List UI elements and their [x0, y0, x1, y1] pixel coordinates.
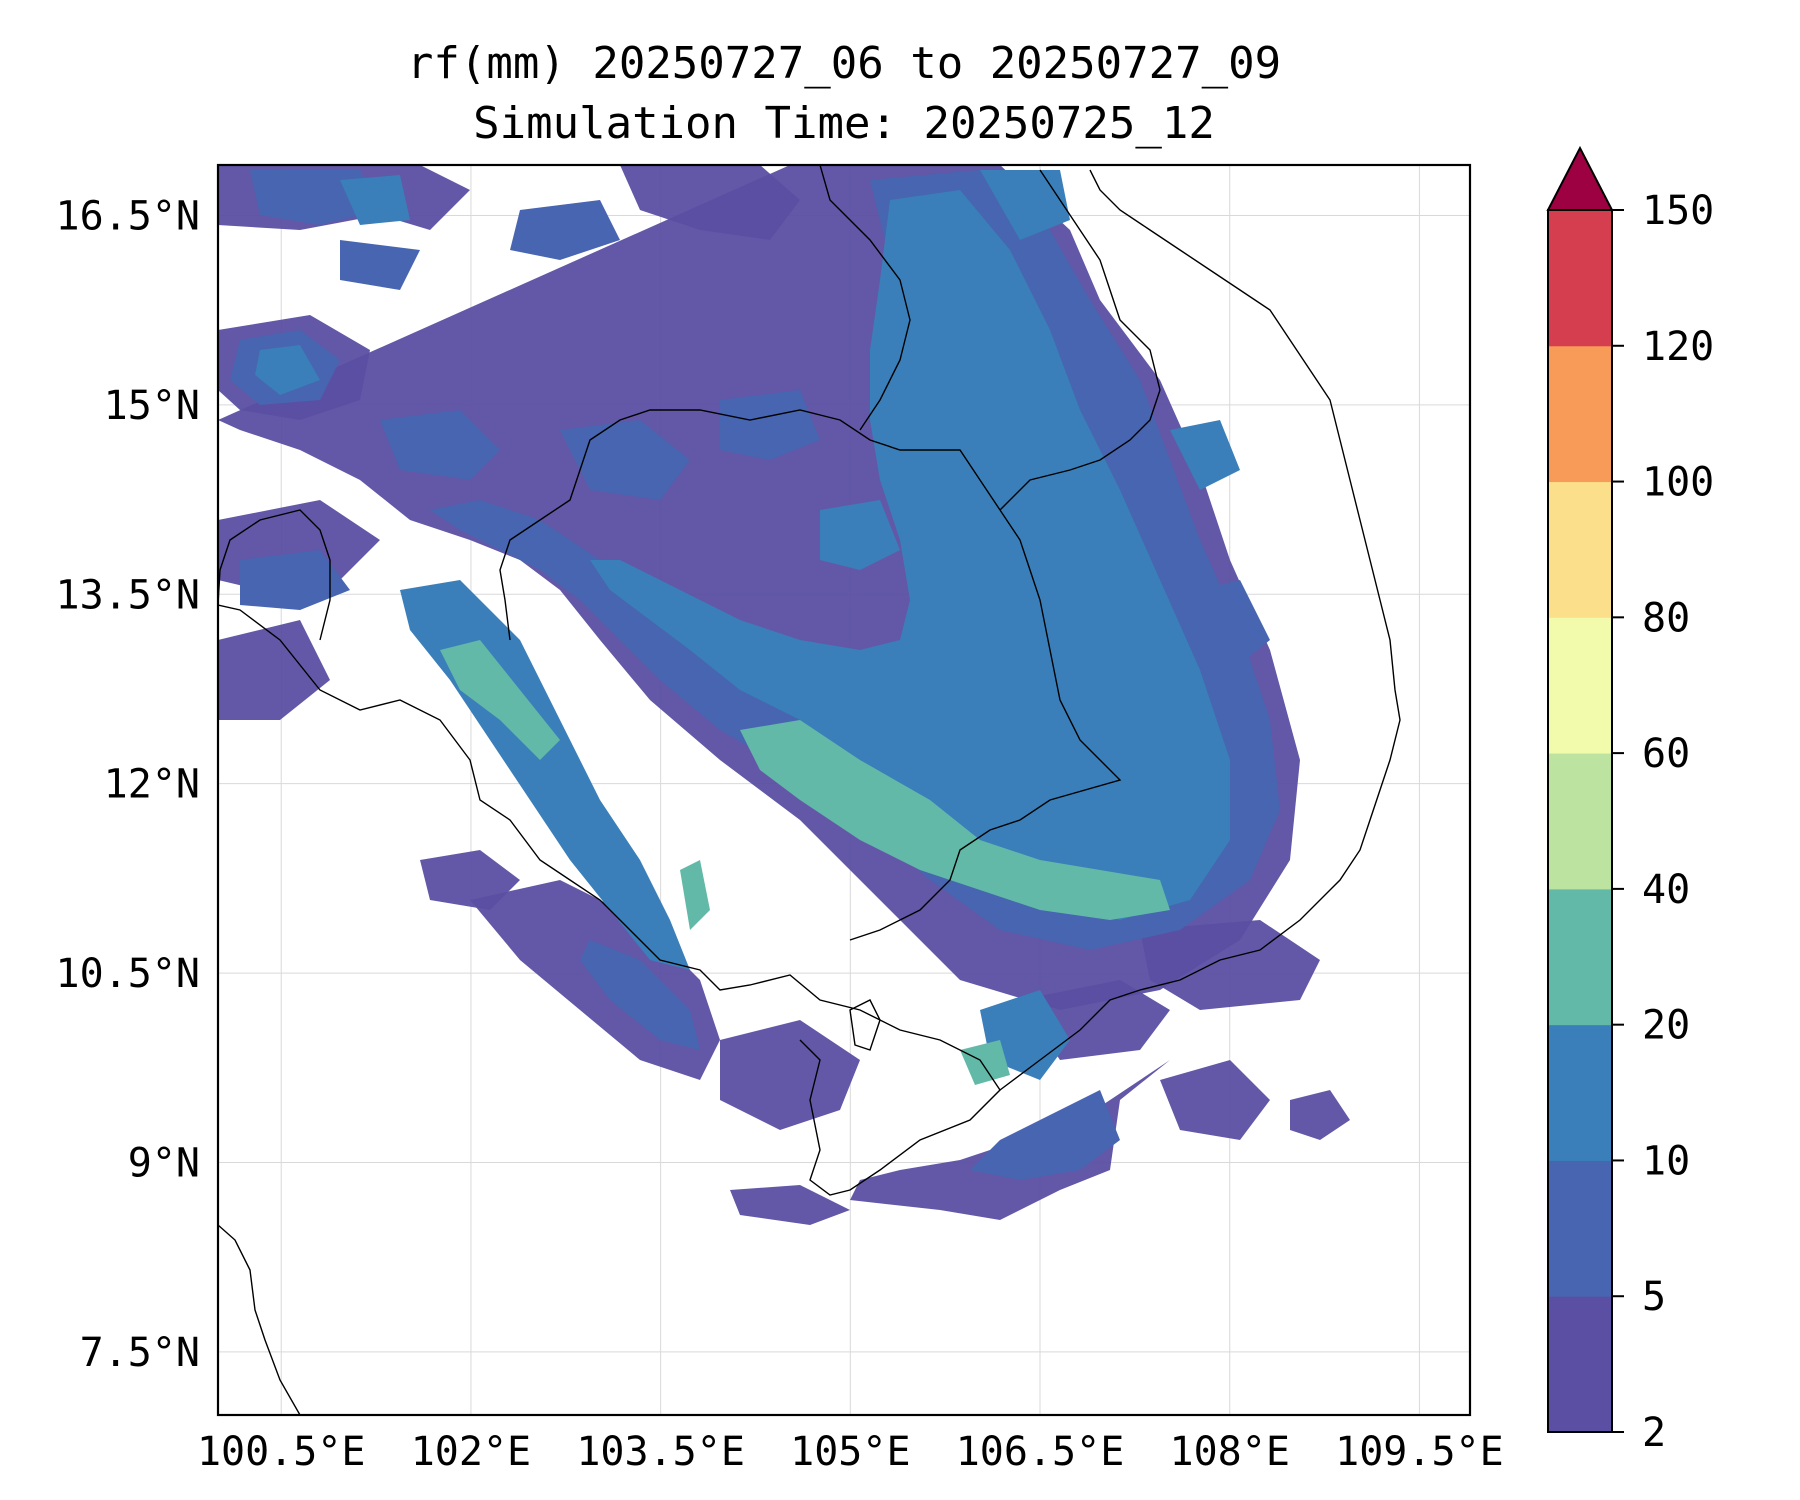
- lon-tick-label: 106.5°E: [956, 1429, 1125, 1475]
- lon-tick-label: 108°E: [1170, 1429, 1290, 1475]
- colorbar-label: 20: [1642, 1003, 1690, 1049]
- lon-tick-label: 100.5°E: [197, 1429, 366, 1475]
- colorbar-label: 2: [1642, 1410, 1666, 1456]
- lon-tick-label: 109.5°E: [1335, 1429, 1504, 1475]
- island-phu-quoc: [849, 999, 881, 1051]
- colorbar-label: 40: [1642, 867, 1690, 913]
- figure-subtitle: Simulation Time: 20250725_12: [473, 98, 1215, 149]
- lat-tick-label: 16.5°N: [56, 194, 201, 240]
- lon-tick-label: 105°E: [790, 1429, 910, 1475]
- border-thailand-myanmar: [218, 509, 331, 641]
- colorbar-label: 10: [1642, 1138, 1690, 1184]
- colorbar-segment: [1548, 753, 1612, 890]
- map-panel: 100.5°E 102°E 103.5°E 105°E 106.5°E 108°E 109.…: [56, 163, 1504, 1475]
- coastline-malay-peninsula: [218, 1224, 301, 1415]
- rainfall-field: [218, 165, 1350, 1225]
- lat-tick-label: 7.5°N: [80, 1330, 200, 1376]
- latitude-axis: 16.5°N 15°N 13.5°N 12°N 10.5°N 9°N 7.5°N: [56, 194, 201, 1376]
- colorbar-label: 60: [1642, 731, 1690, 777]
- border-cambodia-laos: [999, 389, 1161, 511]
- lon-tick-label: 102°E: [411, 1429, 531, 1475]
- border-thailand-cambodia: [499, 409, 1001, 641]
- lat-tick-label: 13.5°N: [56, 572, 201, 618]
- colorbar-segment: [1548, 1160, 1612, 1297]
- colorbar-label: 80: [1642, 595, 1690, 641]
- colorbar-segment: [1548, 210, 1612, 347]
- colorbar-segment: [1548, 1296, 1612, 1433]
- colorbar-label: 5: [1642, 1274, 1666, 1320]
- lon-tick-label: 103.5°E: [576, 1429, 745, 1475]
- rain-band-20-40: [440, 640, 1170, 1085]
- colorbar-segment: [1548, 345, 1612, 483]
- colorbar-segment: [1548, 1024, 1612, 1161]
- coastline-vietnam-east: [999, 169, 1401, 1091]
- colorbar-segment: [1548, 617, 1612, 754]
- lat-tick-label: 12°N: [104, 762, 200, 808]
- figure-title: rf(mm) 20250727_06 to 20250727_09: [406, 38, 1282, 89]
- colorbar-label: 120: [1642, 324, 1714, 370]
- border-thailand-laos: [819, 165, 911, 431]
- colorbar-segment: [1548, 888, 1612, 1026]
- map-frame: [216, 163, 1472, 1417]
- colorbar-segment: [1548, 481, 1612, 618]
- colorbar-label: 150: [1642, 188, 1714, 234]
- lat-tick-label: 10.5°N: [56, 951, 201, 997]
- border-laos-vietnam: [1039, 169, 1161, 391]
- longitude-axis: 100.5°E 102°E 103.5°E 105°E 106.5°E 108°E 109.…: [197, 1429, 1504, 1475]
- border-cambodia-vietnam: [849, 509, 1122, 941]
- colorbar: 2 5 10 20 40 60 80 100 120 150: [1546, 145, 1714, 1456]
- lat-tick-label: 15°N: [104, 383, 200, 429]
- coastline-gulf-of-thailand: [218, 604, 1001, 1196]
- coastlines-and-borders: [218, 165, 1401, 1415]
- lat-tick-label: 9°N: [128, 1140, 200, 1186]
- colorbar-frame: [1547, 209, 1613, 1433]
- colorbar-label: 100: [1642, 460, 1714, 506]
- colorbar-extend-max: [1546, 145, 1614, 211]
